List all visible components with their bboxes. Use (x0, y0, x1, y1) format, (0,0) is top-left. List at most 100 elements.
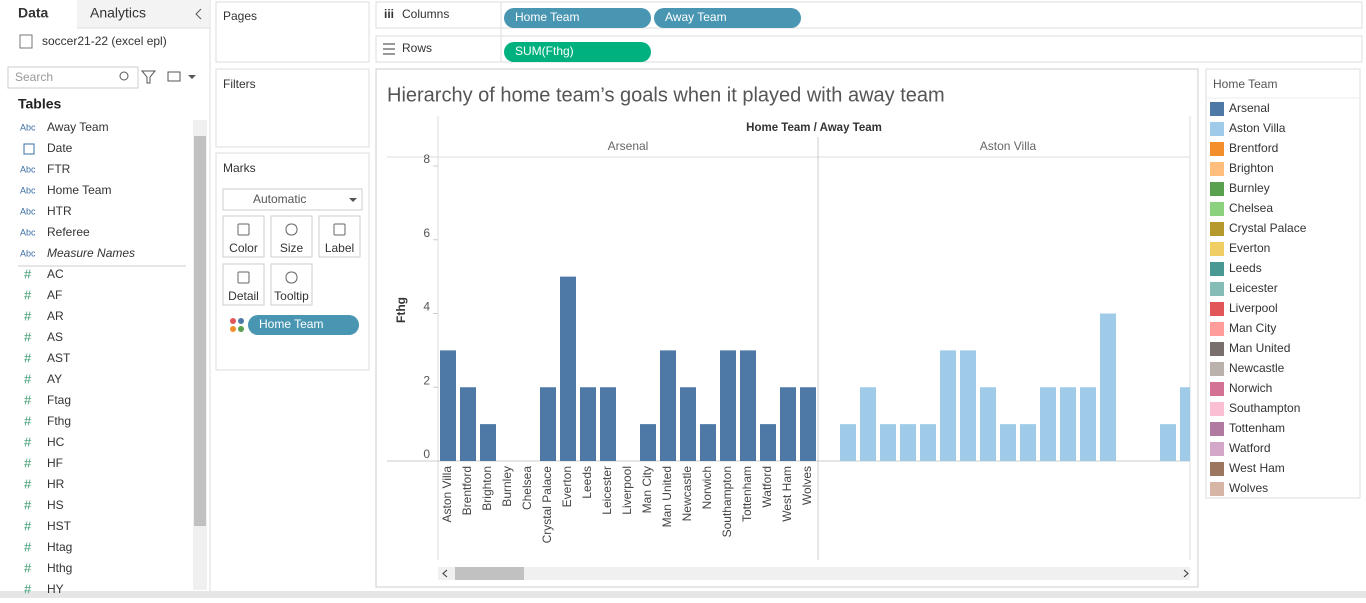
legend-swatch[interactable] (1210, 162, 1224, 176)
legend-swatch[interactable] (1210, 222, 1224, 236)
legend-swatch[interactable] (1210, 402, 1224, 416)
h-scroll-thumb[interactable] (455, 567, 524, 580)
bar[interactable] (940, 350, 956, 461)
legend-label[interactable]: Man United (1229, 341, 1290, 355)
legend-label[interactable]: Tottenham (1229, 421, 1285, 435)
legend-swatch[interactable] (1210, 362, 1224, 376)
field[interactable]: Away Team (47, 120, 109, 134)
legend-label[interactable]: Leeds (1229, 261, 1262, 275)
pill[interactable] (504, 42, 651, 62)
field[interactable]: HR (47, 477, 65, 491)
bar[interactable] (640, 424, 656, 461)
legend-label[interactable]: Aston Villa (1229, 121, 1286, 135)
legend-label[interactable]: Man City (1229, 321, 1276, 335)
bar[interactable] (1020, 424, 1036, 461)
bar[interactable] (920, 424, 936, 461)
filter-icon[interactable] (140, 70, 157, 84)
color-pill[interactable] (248, 315, 359, 335)
collapse-icon[interactable] (195, 8, 202, 20)
legend-label[interactable]: Leicester (1229, 281, 1278, 295)
legend-swatch[interactable] (1210, 442, 1224, 456)
data-tab[interactable]: Data (18, 5, 49, 21)
legend-label[interactable]: West Ham (1229, 461, 1285, 475)
field[interactable]: Hthg (47, 561, 72, 575)
datasource-name[interactable]: soccer21-22 (excel epl) (42, 34, 167, 48)
legend-label[interactable]: Crystal Palace (1229, 221, 1307, 235)
legend-swatch[interactable] (1210, 202, 1224, 216)
field[interactable]: HY (47, 582, 64, 596)
bar[interactable] (700, 424, 716, 461)
bar[interactable] (580, 387, 596, 461)
field[interactable]: Fthg (47, 414, 71, 428)
bar[interactable] (880, 424, 896, 461)
field[interactable]: Date (47, 141, 73, 155)
field[interactable]: FTR (47, 162, 71, 176)
mark-type-dropdown[interactable] (222, 188, 363, 211)
field[interactable]: AY (47, 372, 62, 386)
pages-card[interactable] (215, 1, 370, 63)
field[interactable]: Measure Names (47, 246, 135, 260)
legend-label[interactable]: Wolves (1229, 481, 1268, 495)
bar[interactable] (1000, 424, 1016, 461)
legend-swatch[interactable] (1210, 482, 1224, 496)
search-box[interactable] (7, 66, 139, 89)
bar[interactable] (980, 387, 996, 461)
bar[interactable] (1060, 387, 1076, 461)
bar[interactable] (540, 387, 556, 461)
mark-button[interactable] (222, 215, 265, 258)
legend-swatch[interactable] (1210, 142, 1224, 156)
bar[interactable] (740, 350, 756, 461)
bar[interactable] (660, 350, 676, 461)
field[interactable]: HTR (47, 204, 72, 218)
analytics-tab[interactable]: Analytics (90, 5, 146, 21)
bar[interactable] (960, 350, 976, 461)
legend-swatch[interactable] (1210, 462, 1224, 476)
legend-label[interactable]: Southampton (1229, 401, 1300, 415)
field[interactable]: Home Team (47, 183, 111, 197)
bar[interactable] (1040, 387, 1056, 461)
bar[interactable] (760, 424, 776, 461)
bar[interactable] (800, 387, 816, 461)
bar[interactable] (1080, 387, 1096, 461)
legend-label[interactable]: Norwich (1229, 381, 1272, 395)
scroll-thumb[interactable] (194, 136, 206, 526)
mark-button[interactable] (270, 263, 313, 306)
field[interactable]: Referee (47, 225, 90, 239)
legend-swatch[interactable] (1210, 102, 1224, 116)
field[interactable]: AC (47, 267, 64, 281)
legend-label[interactable]: Everton (1229, 241, 1270, 255)
legend-label[interactable]: Liverpool (1229, 301, 1278, 315)
field[interactable]: AST (47, 351, 71, 365)
legend-swatch[interactable] (1210, 122, 1224, 136)
legend-label[interactable]: Watford (1229, 441, 1271, 455)
bar[interactable] (600, 387, 616, 461)
bar[interactable] (480, 424, 496, 461)
field[interactable]: HC (47, 435, 65, 449)
legend-label[interactable]: Burnley (1229, 181, 1270, 195)
field[interactable]: Htag (47, 540, 72, 554)
field[interactable]: HST (47, 519, 72, 533)
field[interactable]: AF (47, 288, 62, 302)
legend-swatch[interactable] (1210, 242, 1224, 256)
bar[interactable] (900, 424, 916, 461)
bar[interactable] (440, 350, 456, 461)
field[interactable]: HF (47, 456, 63, 470)
legend-swatch[interactable] (1210, 382, 1224, 396)
pill[interactable] (504, 8, 651, 28)
bar[interactable] (840, 424, 856, 461)
view-icon[interactable] (167, 71, 181, 82)
bar[interactable] (680, 387, 696, 461)
legend-label[interactable]: Chelsea (1229, 201, 1273, 215)
legend-swatch[interactable] (1210, 262, 1224, 276)
pill[interactable] (654, 8, 801, 28)
bar[interactable] (780, 387, 796, 461)
mark-button[interactable] (318, 215, 361, 258)
bar[interactable] (720, 350, 736, 461)
field[interactable]: AR (47, 309, 64, 323)
field[interactable]: Ftag (47, 393, 71, 407)
h-scrollbar[interactable] (438, 567, 1190, 580)
bar[interactable] (1160, 424, 1176, 461)
legend-label[interactable]: Arsenal (1229, 101, 1270, 115)
legend-swatch[interactable] (1210, 422, 1224, 436)
mark-button[interactable] (222, 263, 265, 306)
